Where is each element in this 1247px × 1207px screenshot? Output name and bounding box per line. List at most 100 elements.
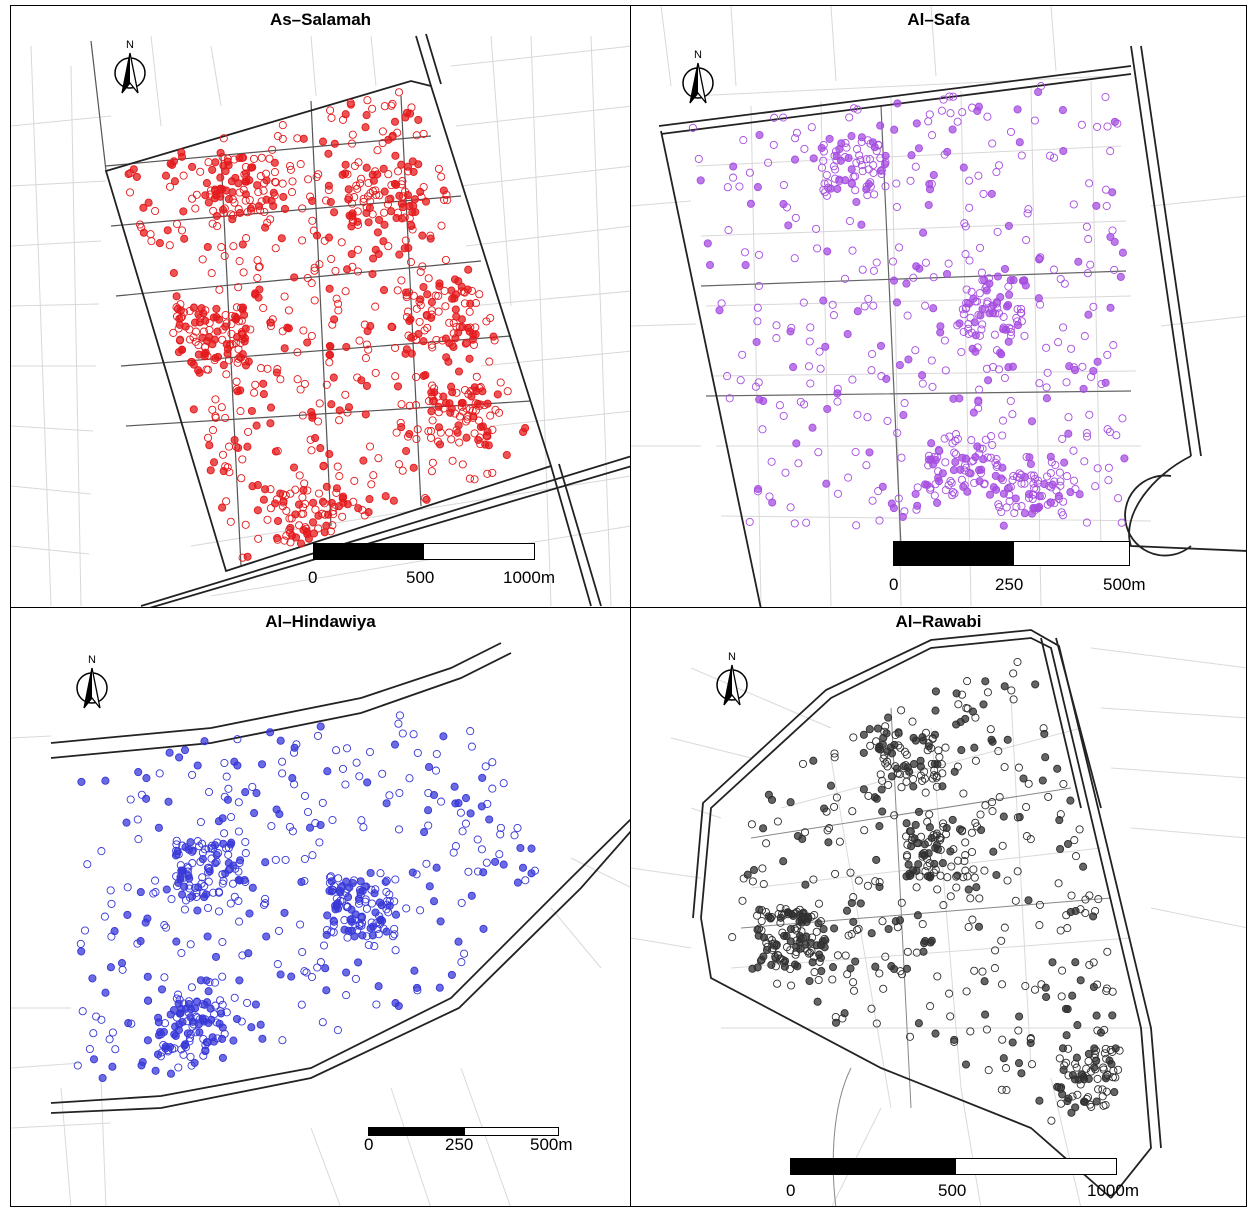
survey-point bbox=[270, 168, 279, 177]
survey-point bbox=[1061, 1004, 1071, 1013]
survey-point bbox=[337, 238, 346, 247]
survey-point bbox=[784, 221, 793, 230]
survey-point bbox=[312, 231, 322, 240]
survey-point bbox=[248, 782, 257, 791]
survey-point bbox=[363, 96, 372, 105]
survey-point bbox=[230, 435, 239, 445]
survey-point bbox=[808, 933, 817, 942]
survey-point bbox=[423, 290, 432, 299]
survey-point bbox=[1076, 976, 1085, 985]
survey-point bbox=[271, 855, 280, 864]
survey-point bbox=[988, 139, 997, 148]
survey-point bbox=[1072, 1053, 1081, 1062]
survey-point bbox=[195, 368, 204, 377]
survey-point bbox=[241, 788, 250, 797]
survey-point bbox=[804, 949, 813, 958]
survey-point bbox=[953, 434, 962, 444]
survey-point bbox=[904, 860, 913, 869]
survey-point bbox=[362, 340, 371, 349]
survey-point bbox=[931, 865, 940, 874]
survey-point bbox=[278, 134, 287, 143]
survey-point bbox=[251, 1000, 260, 1009]
survey-point bbox=[876, 770, 885, 779]
survey-point bbox=[847, 898, 856, 908]
survey-point bbox=[447, 970, 456, 979]
survey-point bbox=[921, 788, 930, 797]
survey-point bbox=[876, 154, 885, 163]
survey-point bbox=[398, 466, 407, 475]
survey-point bbox=[1014, 1026, 1023, 1035]
survey-point bbox=[1104, 463, 1113, 472]
survey-point bbox=[385, 897, 394, 906]
survey-point bbox=[391, 946, 400, 955]
survey-point bbox=[424, 396, 434, 406]
survey-point bbox=[1006, 396, 1015, 406]
survey-point bbox=[1015, 138, 1024, 147]
survey-point bbox=[151, 888, 160, 897]
survey-point bbox=[171, 851, 181, 860]
survey-point bbox=[513, 823, 522, 833]
survey-point bbox=[332, 746, 341, 755]
survey-point bbox=[286, 489, 295, 498]
survey-point bbox=[490, 336, 499, 345]
survey-point bbox=[199, 1051, 208, 1060]
survey-point bbox=[343, 933, 352, 942]
survey-point bbox=[1103, 425, 1112, 434]
survey-point bbox=[465, 474, 474, 483]
survey-point bbox=[410, 966, 419, 975]
survey-point bbox=[945, 92, 954, 101]
survey-point bbox=[351, 921, 360, 930]
survey-point bbox=[872, 258, 881, 267]
survey-point bbox=[1073, 1021, 1082, 1030]
survey-point bbox=[279, 192, 288, 201]
survey-point bbox=[194, 310, 203, 319]
map-title: As–Salamah bbox=[269, 10, 372, 29]
survey-point bbox=[816, 364, 825, 373]
survey-point bbox=[196, 817, 205, 827]
survey-point bbox=[796, 934, 805, 943]
survey-point bbox=[911, 162, 920, 171]
survey-point bbox=[978, 276, 987, 285]
survey-point bbox=[359, 194, 368, 203]
survey-point bbox=[967, 436, 976, 445]
survey-point bbox=[805, 976, 814, 986]
survey-point bbox=[486, 411, 495, 420]
survey-point bbox=[776, 918, 785, 927]
survey-point bbox=[466, 809, 475, 818]
survey-point bbox=[193, 997, 202, 1007]
survey-point bbox=[1070, 366, 1080, 375]
survey-point bbox=[895, 770, 904, 779]
survey-point bbox=[374, 982, 383, 991]
survey-point bbox=[231, 173, 240, 182]
survey-point bbox=[466, 727, 475, 736]
survey-point bbox=[1093, 122, 1102, 131]
survey-point bbox=[1056, 477, 1065, 486]
survey-point bbox=[278, 769, 287, 778]
survey-point bbox=[924, 200, 933, 210]
survey-point bbox=[499, 860, 508, 869]
survey-point bbox=[1000, 373, 1009, 383]
survey-point bbox=[427, 298, 436, 307]
survey-point bbox=[739, 136, 748, 145]
survey-point bbox=[1009, 471, 1018, 481]
survey-point bbox=[263, 364, 272, 373]
survey-point bbox=[919, 947, 928, 956]
survey-point bbox=[1038, 776, 1047, 785]
survey-point bbox=[1036, 82, 1046, 91]
survey-point bbox=[854, 876, 863, 885]
survey-point bbox=[852, 145, 862, 154]
survey-point bbox=[236, 856, 245, 865]
survey-point bbox=[809, 875, 818, 884]
survey-point bbox=[268, 145, 277, 154]
survey-point bbox=[951, 458, 960, 467]
survey-point bbox=[897, 970, 907, 979]
survey-point bbox=[208, 219, 217, 228]
survey-point bbox=[283, 323, 292, 332]
survey-point bbox=[1111, 1073, 1120, 1082]
survey-point bbox=[294, 500, 304, 509]
survey-point bbox=[432, 749, 441, 759]
survey-point bbox=[160, 921, 169, 930]
survey-point bbox=[1001, 1064, 1011, 1073]
survey-point bbox=[378, 127, 387, 136]
survey-point bbox=[200, 737, 209, 746]
